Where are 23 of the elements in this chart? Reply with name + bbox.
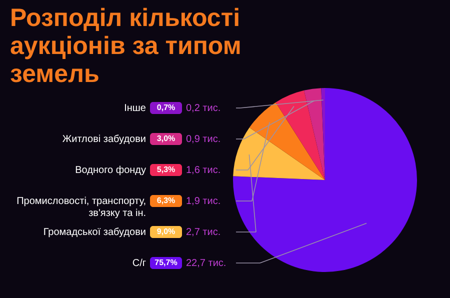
chart-title: Розподіл кількості аукціонів за типом земель bbox=[10, 4, 242, 88]
legend-label: Житлові забудови bbox=[62, 134, 146, 145]
legend-label: С/г bbox=[132, 258, 146, 269]
text: 6,3% bbox=[156, 196, 176, 205]
text: 5,3% bbox=[156, 165, 176, 174]
data-label: 0,9 тис. bbox=[186, 134, 221, 145]
data-label: 2,7 тис. bbox=[186, 227, 221, 238]
text: 3,0% bbox=[156, 134, 176, 143]
legend-label: Інше bbox=[124, 103, 146, 114]
pie-slice bbox=[276, 90, 325, 180]
data-label: 22,7 тис. bbox=[186, 258, 226, 269]
data-label: 0,2 тис. bbox=[186, 103, 221, 114]
data-label: 1,9 тис. bbox=[186, 196, 221, 207]
legend-label: Громадської забудови bbox=[43, 227, 146, 238]
pie-slice bbox=[233, 127, 325, 180]
legend-label: Промисловості, транспорту, зв'язку та ін. bbox=[16, 196, 146, 219]
pie-slice bbox=[304, 88, 325, 180]
text: 0,7% bbox=[156, 103, 176, 112]
legend-label: Водного фонду bbox=[75, 165, 146, 176]
text: 9,0% bbox=[156, 227, 176, 236]
data-label: 1,6 тис. bbox=[186, 165, 221, 176]
text: 75,7% bbox=[154, 258, 178, 267]
pie-slice bbox=[233, 88, 417, 272]
